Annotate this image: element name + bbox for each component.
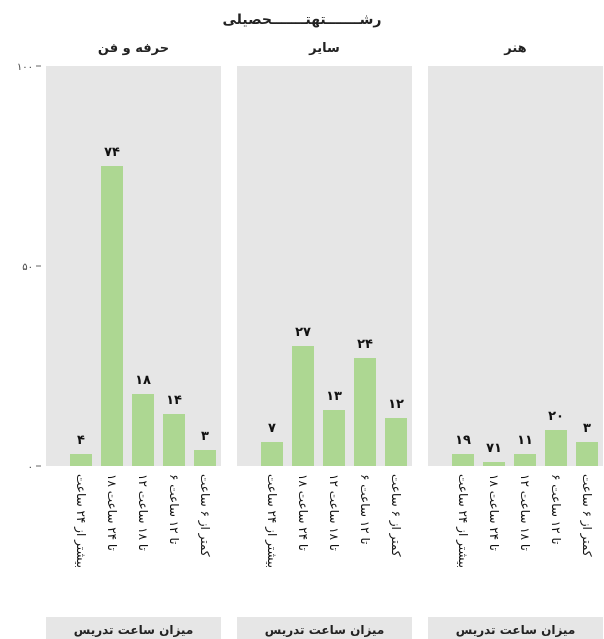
data-label: ۲۷	[295, 325, 311, 340]
bar	[545, 430, 567, 466]
data-label: ۱۸	[135, 373, 151, 388]
data-label: ۲۰	[548, 409, 564, 424]
x-axis-title-strip	[428, 617, 603, 639]
x-axis-title: میزان ساعت تدریس	[265, 623, 385, 637]
panel-background	[428, 66, 603, 466]
y-tick-label: ۱۰۰	[17, 62, 33, 73]
bar	[132, 394, 154, 466]
x-axis-title-strip	[237, 617, 412, 639]
data-label: ۳	[201, 429, 209, 444]
x-axis-title: میزان ساعت تدریس	[456, 623, 576, 637]
panel: سایر میزان ساعت تدریس ۷ بیشتر از ۲۴ ساعت ۲۷ ۱…	[237, 41, 412, 639]
bar	[261, 442, 283, 466]
data-label: ۷۱	[486, 441, 502, 456]
bar	[194, 450, 216, 466]
panel: هنر میزان ساعت تدریس ۱۹ بیشتر از ۲۴ ساعت ۷۱ ۱…	[428, 41, 603, 639]
panel: حرفه و فن میزان ساعت تدریس ۴ بیشتر از ۲۴ سا…	[46, 41, 221, 639]
bar	[292, 346, 314, 466]
bar	[514, 454, 536, 466]
y-axis: ۰ ۵۰ ۱۰۰	[17, 62, 41, 473]
bar	[354, 358, 376, 466]
chart-panels: حرفه و فن میزان ساعت تدریس ۴ بیشتر از ۲۴ سا…	[46, 41, 603, 639]
data-label: ۱۳	[326, 389, 342, 404]
data-label: ۷۴	[104, 145, 120, 160]
panel-title: هنر	[503, 41, 526, 56]
x-tick-label: ۱۲ تا ۱۸ ساعت	[327, 474, 341, 551]
x-tick-label: کمتر از ۶ ساعت	[579, 474, 594, 557]
bar	[576, 442, 598, 466]
x-tick-label: ۶ تا ۱۲ ساعت	[167, 474, 181, 544]
x-tick-label: بیشتر از ۲۴ ساعت	[73, 474, 88, 568]
bar	[483, 462, 505, 466]
data-label: ۱۴	[166, 393, 182, 408]
x-tick-label: بیشتر از ۲۴ ساعت	[264, 474, 279, 568]
x-tick-label: ۱۲ تا ۱۸ ساعت	[518, 474, 532, 551]
bar	[101, 166, 123, 466]
chart-title: رشـــــــتهتـــــــحصیلی	[223, 12, 382, 28]
bar	[163, 414, 185, 466]
x-axis-title-strip	[46, 617, 221, 639]
y-tick-label: ۰	[28, 462, 33, 473]
x-tick-label: ۱۸ تا ۲۴ ساعت	[487, 474, 501, 551]
data-label: ۲۴	[357, 337, 373, 352]
data-label: ۱۲	[388, 397, 404, 412]
bar	[452, 454, 474, 466]
data-label: ۱۱	[517, 433, 533, 448]
panel-title: حرفه و فن	[98, 41, 169, 56]
panel-background	[237, 66, 412, 466]
y-tick-label: ۵۰	[22, 262, 33, 273]
x-tick-label: ۱۲ تا ۱۸ ساعت	[136, 474, 150, 551]
x-tick-label: ۶ تا ۱۲ ساعت	[358, 474, 372, 544]
data-label: ۱۹	[455, 433, 471, 448]
x-tick-label: کمتر از ۶ ساعت	[388, 474, 403, 557]
bar	[323, 410, 345, 466]
x-tick-label: کمتر از ۶ ساعت	[197, 474, 212, 557]
x-tick-label: ۱۸ تا ۲۴ ساعت	[296, 474, 310, 551]
data-label: ۳	[583, 421, 591, 436]
x-tick-label: ۱۸ تا ۲۴ ساعت	[105, 474, 119, 551]
x-axis-title: میزان ساعت تدریس	[74, 623, 194, 637]
data-label: ۷	[268, 421, 276, 436]
panel-title: سایر	[308, 41, 340, 56]
bar	[385, 418, 407, 466]
bar	[70, 454, 92, 466]
data-label: ۴	[77, 433, 85, 448]
x-tick-label: بیشتر از ۲۴ ساعت	[455, 474, 470, 568]
x-tick-label: ۶ تا ۱۲ ساعت	[549, 474, 563, 544]
